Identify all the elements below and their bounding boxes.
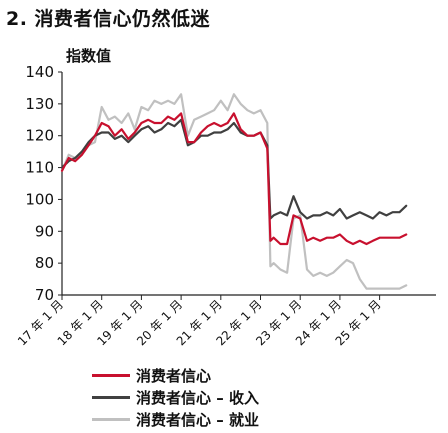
y-tick-label: 120 bbox=[25, 127, 54, 145]
y-tick-label: 80 bbox=[35, 254, 54, 272]
legend-item-income: 消费者信心 – 收入 bbox=[92, 386, 259, 408]
legend-swatch bbox=[92, 373, 130, 377]
y-axis-label: 指数值 bbox=[66, 47, 112, 65]
chart-title: 2. 消费者信心仍然低迷 bbox=[6, 8, 211, 30]
y-tick-label: 90 bbox=[35, 222, 54, 240]
series-line bbox=[60, 93, 408, 290]
series-line bbox=[60, 118, 408, 220]
series-line bbox=[60, 112, 408, 246]
legend-label: 消费者信心 bbox=[136, 366, 212, 385]
legend-swatch bbox=[92, 417, 130, 421]
legend: 消费者信心 消费者信心 – 收入 消费者信心 – 就业 bbox=[92, 364, 259, 430]
y-tick-label: 100 bbox=[25, 190, 54, 208]
legend-label: 消费者信心 – 就业 bbox=[136, 410, 259, 429]
legend-item-consumer-confidence: 消费者信心 bbox=[92, 364, 259, 386]
legend-item-employment: 消费者信心 – 就业 bbox=[92, 408, 259, 430]
y-tick-label: 140 bbox=[25, 63, 54, 81]
y-tick-label: 110 bbox=[25, 159, 54, 177]
legend-swatch bbox=[92, 395, 130, 399]
legend-label: 消费者信心 – 收入 bbox=[136, 388, 259, 407]
y-tick-label: 70 bbox=[35, 286, 54, 304]
y-tick-label: 130 bbox=[25, 95, 54, 113]
